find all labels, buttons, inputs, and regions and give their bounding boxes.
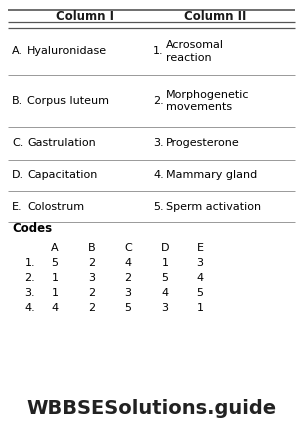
Text: 5: 5: [52, 258, 58, 268]
Text: WBBSESolutions.guide: WBBSESolutions.guide: [26, 399, 277, 418]
Text: 5: 5: [197, 288, 204, 298]
Text: 2.: 2.: [153, 96, 164, 106]
Text: 4.: 4.: [24, 303, 35, 313]
Text: Capacitation: Capacitation: [27, 171, 97, 181]
Text: 3: 3: [197, 258, 204, 268]
Text: 4: 4: [52, 303, 58, 313]
Text: 5.: 5.: [153, 202, 164, 211]
Text: Mammary gland: Mammary gland: [166, 171, 257, 181]
Text: A.: A.: [12, 46, 23, 56]
Text: Gastrulation: Gastrulation: [27, 139, 96, 149]
Text: 3.: 3.: [153, 139, 164, 149]
Text: 1.: 1.: [153, 46, 164, 56]
Text: E.: E.: [12, 202, 23, 211]
Text: 2: 2: [88, 288, 95, 298]
Text: Column II: Column II: [184, 10, 246, 22]
Text: 3: 3: [125, 288, 132, 298]
Text: C.: C.: [12, 139, 23, 149]
Text: 1: 1: [197, 303, 204, 313]
Text: 2: 2: [125, 273, 132, 283]
Text: Colostrum: Colostrum: [27, 202, 84, 211]
Text: 2: 2: [88, 258, 95, 268]
Text: 3.: 3.: [24, 288, 35, 298]
Text: 3: 3: [88, 273, 95, 283]
Text: 3: 3: [161, 303, 168, 313]
Text: Hyaluronidase: Hyaluronidase: [27, 46, 107, 56]
Text: Acrosomal
reaction: Acrosomal reaction: [166, 40, 224, 63]
Text: 4: 4: [125, 258, 132, 268]
Text: D.: D.: [12, 171, 24, 181]
Text: 4: 4: [161, 288, 168, 298]
Text: 1: 1: [52, 273, 58, 283]
Text: 1: 1: [52, 288, 58, 298]
Text: D: D: [161, 243, 169, 253]
Text: Codes: Codes: [12, 223, 52, 235]
Text: 1: 1: [161, 258, 168, 268]
Text: 4.: 4.: [153, 171, 164, 181]
Text: C: C: [124, 243, 132, 253]
Text: Sperm activation: Sperm activation: [166, 202, 261, 211]
Text: B.: B.: [12, 96, 23, 106]
Text: 4: 4: [196, 273, 204, 283]
Text: B: B: [88, 243, 96, 253]
Text: Progesterone: Progesterone: [166, 139, 240, 149]
Text: A: A: [51, 243, 59, 253]
Text: 5: 5: [125, 303, 132, 313]
Text: 2.: 2.: [24, 273, 35, 283]
Text: Morphogenetic
movements: Morphogenetic movements: [166, 90, 249, 112]
Text: 2: 2: [88, 303, 95, 313]
Text: Corpus luteum: Corpus luteum: [27, 96, 109, 106]
Text: 5: 5: [161, 273, 168, 283]
Text: 1.: 1.: [24, 258, 35, 268]
Text: E: E: [197, 243, 204, 253]
Text: Column I: Column I: [56, 10, 114, 22]
